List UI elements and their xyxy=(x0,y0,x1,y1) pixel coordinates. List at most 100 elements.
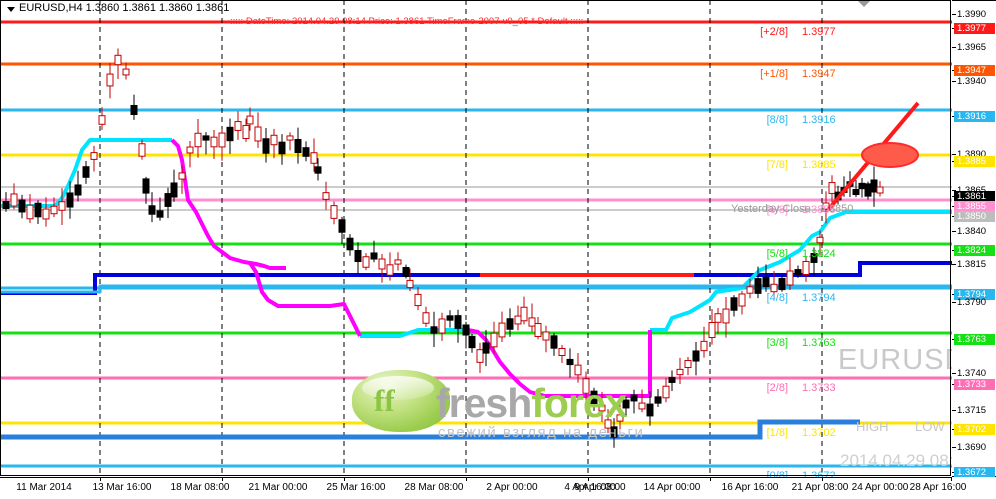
murray-level-price: 1.3977 xyxy=(802,26,836,38)
candlestick xyxy=(604,409,612,434)
murray-level-caption: [6/8] 1.3855 xyxy=(742,204,836,216)
candlestick xyxy=(370,240,378,263)
price-axis-label[interactable]: 1.3690 xyxy=(957,442,987,453)
candlestick xyxy=(414,287,422,311)
time-axis-tick xyxy=(222,477,223,481)
price-axis-label[interactable]: 1.3861 xyxy=(954,191,995,202)
chart-canvas xyxy=(0,0,952,477)
time-axis-label: 2 Apr 00:00 xyxy=(486,482,538,493)
candlestick xyxy=(534,317,542,340)
candlestick xyxy=(778,275,786,292)
ellipse-annotation[interactable] xyxy=(861,142,919,168)
price-axis-label[interactable]: 1.3672 xyxy=(954,467,995,478)
price-axis-label[interactable]: 1.3794 xyxy=(954,289,995,300)
time-axis-label: 25 Mar 16:00 xyxy=(326,482,386,493)
candlestick xyxy=(490,321,498,354)
low-label-watermark: LOW xyxy=(915,419,945,434)
murray-level-tag: [4/8] xyxy=(766,292,788,304)
murray-level-caption: [5/8] 1.3824 xyxy=(742,248,836,260)
candlestick xyxy=(156,197,164,221)
candlestick xyxy=(598,391,606,423)
candlestick xyxy=(26,194,34,223)
price-axis-label[interactable]: 1.3702 xyxy=(954,424,995,435)
price-axis-label[interactable]: 1.3885 xyxy=(954,156,995,167)
candlestick xyxy=(330,201,338,225)
price-axis-label[interactable]: 1.3850 xyxy=(954,211,995,222)
price-axis-label[interactable]: 1.3855 xyxy=(954,201,995,212)
murray-level-caption: [1/8] 1.3702 xyxy=(742,427,836,439)
candlestick xyxy=(550,332,558,356)
time-axis-label: 28 Mar 08:00 xyxy=(404,482,464,493)
price-axis-label[interactable]: 1.3990 xyxy=(957,9,987,20)
price-axis-tick xyxy=(952,373,956,374)
candlestick xyxy=(462,321,470,349)
yesterday-close-price: 1.3850 xyxy=(819,203,854,215)
candlestick xyxy=(528,303,536,332)
candlestick xyxy=(692,342,700,376)
candlestick xyxy=(810,247,818,277)
candlestick xyxy=(630,389,638,414)
price-axis-tick xyxy=(952,154,956,155)
murray-level-tag: [3/8] xyxy=(766,337,788,349)
candlestick xyxy=(386,252,394,281)
time-axis-label: 14 Apr 00:00 xyxy=(643,482,701,493)
brand-word-forex: forex xyxy=(531,380,627,426)
candlestick xyxy=(210,129,218,159)
price-axis-label[interactable]: 1.3947 xyxy=(954,65,995,76)
candlestick xyxy=(762,264,770,292)
murray-level-price: 1.3672 xyxy=(802,470,836,477)
murray-level-caption: [+1/8] 1.3947 xyxy=(742,68,836,80)
candlestick xyxy=(10,183,18,210)
price-axis-label[interactable]: 1.3733 xyxy=(954,379,995,390)
candlestick xyxy=(876,181,884,197)
candlestick xyxy=(770,271,778,299)
candlestick xyxy=(138,139,146,160)
candlestick xyxy=(74,170,82,202)
timestamp-watermark: 2014.04.29 08:1 xyxy=(840,451,952,470)
candlestick xyxy=(130,94,138,120)
price-axis-label[interactable]: 1.3916 xyxy=(954,111,995,122)
candlestick xyxy=(346,234,354,256)
price-axis-tick xyxy=(952,302,956,303)
price-axis-label[interactable]: 1.3790 xyxy=(957,297,987,308)
price-axis-tick xyxy=(952,447,956,448)
triangle-down-icon[interactable] xyxy=(7,7,15,12)
price-axis[interactable]: 1.3990 1.3977 1.3965 1.3947 1.3940 1.3916 1.38… xyxy=(952,0,996,488)
candlestick xyxy=(482,330,490,367)
candlestick xyxy=(754,266,762,299)
murray-level-price: 1.3947 xyxy=(802,68,836,80)
badge-label: ff xyxy=(374,383,395,418)
price-axis-label[interactable]: 1.3715 xyxy=(957,405,987,416)
time-axis[interactable]: 11 Mar 2014 13 Mar 16:00 18 Mar 08:00 21 Ma… xyxy=(0,477,996,499)
candlestick xyxy=(286,132,294,151)
freshforex-badge-icon: ff xyxy=(352,370,450,432)
price-axis-label[interactable]: 1.3865 xyxy=(954,185,995,196)
price-axis-label[interactable]: 1.3740 xyxy=(957,368,987,379)
time-axis-label: 24 Apr 00:00 xyxy=(851,482,909,493)
price-axis-label[interactable]: 1.3840 xyxy=(957,226,987,237)
candlestick xyxy=(746,278,754,299)
price-axis-label[interactable]: 1.3815 xyxy=(957,259,987,270)
candlestick xyxy=(422,306,430,327)
price-axis-label[interactable]: 1.3965 xyxy=(957,42,987,53)
chart-plot-area[interactable]: ff freshforex свежий взгляд на деньги EU… xyxy=(0,0,952,477)
murray-level-caption: [3/8] 1.3763 xyxy=(742,337,836,349)
price-axis-label[interactable]: 1.3940 xyxy=(957,76,987,87)
candlestick xyxy=(430,311,438,347)
murray-level-price: 1.3885 xyxy=(802,159,836,171)
candlestick xyxy=(148,192,156,223)
murray-level-caption: [0/8] 1.3672 xyxy=(742,470,836,477)
candlestick xyxy=(616,404,624,435)
price-axis-label[interactable]: 1.3977 xyxy=(954,23,995,34)
candlestick xyxy=(738,291,746,315)
yesterday-close-label: Yesterday Close xyxy=(731,203,811,215)
murray-level-caption: [8/8] 1.3916 xyxy=(742,114,836,126)
candlestick xyxy=(520,296,528,325)
candlestick xyxy=(378,253,386,283)
candlestick xyxy=(18,194,26,219)
time-axis-tick xyxy=(588,477,589,481)
price-axis-label[interactable]: 1.3763 xyxy=(954,334,995,345)
price-axis-label[interactable]: 1.3824 xyxy=(954,245,995,256)
price-axis-label[interactable]: 1.3890 xyxy=(957,149,987,160)
